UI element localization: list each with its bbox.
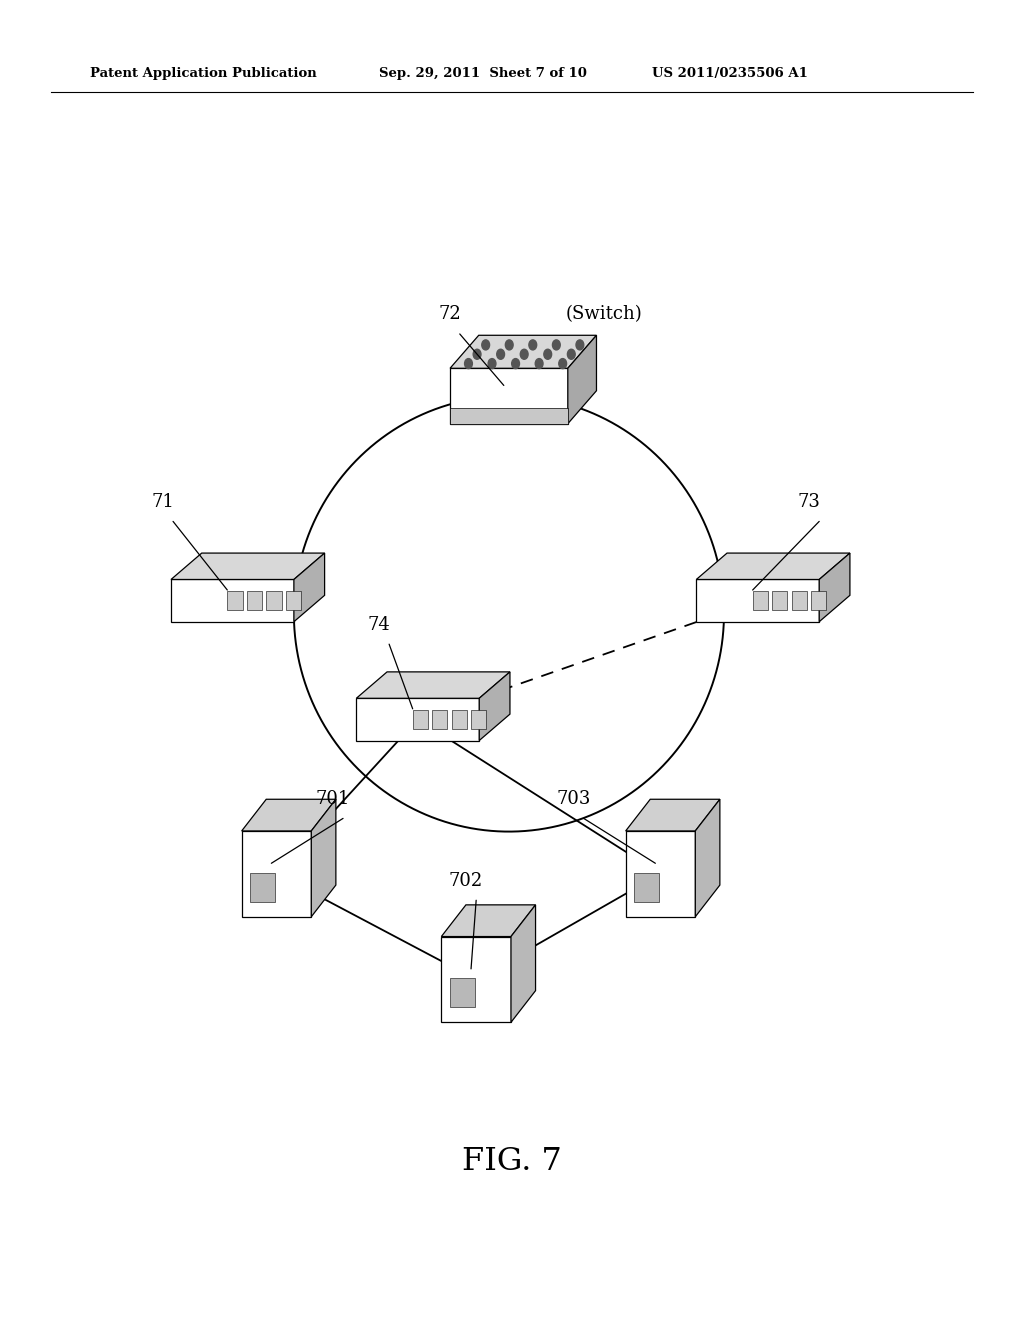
Bar xyxy=(247,591,262,610)
Polygon shape xyxy=(479,672,510,741)
Polygon shape xyxy=(567,335,596,424)
Polygon shape xyxy=(626,832,695,916)
Text: 702: 702 xyxy=(449,871,483,890)
Polygon shape xyxy=(819,553,850,622)
Polygon shape xyxy=(511,906,536,1022)
Polygon shape xyxy=(242,799,336,832)
Circle shape xyxy=(528,339,537,350)
Polygon shape xyxy=(356,672,510,698)
Polygon shape xyxy=(311,799,336,916)
Polygon shape xyxy=(451,368,567,424)
Bar xyxy=(250,873,275,902)
Circle shape xyxy=(488,359,496,368)
Bar xyxy=(266,591,282,610)
Polygon shape xyxy=(441,937,511,1022)
Polygon shape xyxy=(441,906,536,937)
Circle shape xyxy=(505,339,513,350)
Polygon shape xyxy=(242,832,311,916)
Circle shape xyxy=(544,350,552,359)
Bar xyxy=(286,591,301,610)
Circle shape xyxy=(465,359,472,368)
Text: (Switch): (Switch) xyxy=(565,305,642,323)
Circle shape xyxy=(553,339,560,350)
Polygon shape xyxy=(356,698,479,741)
Polygon shape xyxy=(171,579,294,622)
Polygon shape xyxy=(451,408,567,424)
Bar xyxy=(450,978,475,1007)
Bar xyxy=(227,591,243,610)
Bar xyxy=(811,591,826,610)
Text: 701: 701 xyxy=(315,789,350,808)
Text: 74: 74 xyxy=(368,615,390,634)
Circle shape xyxy=(481,339,489,350)
Polygon shape xyxy=(696,579,819,622)
Polygon shape xyxy=(451,335,596,368)
Circle shape xyxy=(473,350,481,359)
Polygon shape xyxy=(626,799,720,832)
Circle shape xyxy=(520,350,528,359)
Bar xyxy=(471,710,486,729)
Text: Patent Application Publication: Patent Application Publication xyxy=(90,67,316,81)
Circle shape xyxy=(536,359,543,368)
Circle shape xyxy=(575,339,584,350)
Bar xyxy=(792,591,807,610)
Circle shape xyxy=(567,350,575,359)
Circle shape xyxy=(512,359,519,368)
Text: 71: 71 xyxy=(152,492,174,511)
Text: FIG. 7: FIG. 7 xyxy=(462,1146,562,1177)
Polygon shape xyxy=(171,553,325,579)
Text: US 2011/0235506 A1: US 2011/0235506 A1 xyxy=(652,67,808,81)
Bar xyxy=(452,710,467,729)
Bar xyxy=(413,710,428,729)
Text: 73: 73 xyxy=(798,492,820,511)
Polygon shape xyxy=(696,553,850,579)
Circle shape xyxy=(497,350,505,359)
Bar xyxy=(772,591,787,610)
Bar xyxy=(634,873,659,902)
Text: 703: 703 xyxy=(556,789,591,808)
Bar xyxy=(753,591,768,610)
Bar xyxy=(432,710,447,729)
Text: Sep. 29, 2011  Sheet 7 of 10: Sep. 29, 2011 Sheet 7 of 10 xyxy=(379,67,587,81)
Circle shape xyxy=(559,359,566,368)
Polygon shape xyxy=(695,799,720,916)
Text: 72: 72 xyxy=(438,305,461,323)
Polygon shape xyxy=(294,553,325,622)
